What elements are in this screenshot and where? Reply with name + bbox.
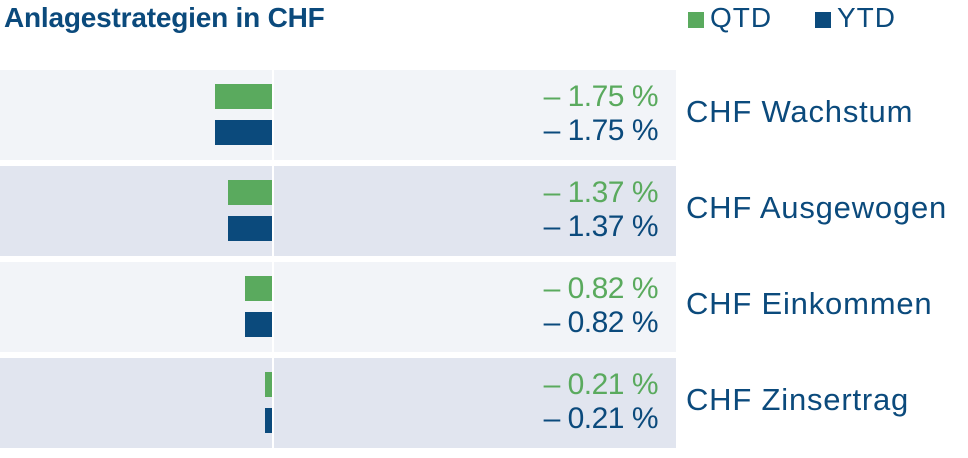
data-label-ytd: – 1.37 % (543, 210, 659, 243)
legend-item-ytd: YTD (815, 2, 896, 34)
category-label: CHF Ausgewogen (686, 190, 948, 225)
bar-qtd (227, 180, 272, 205)
chart-row: – 0.21 % – 0.21 % (0, 358, 676, 448)
legend-label-ytd: YTD (837, 2, 896, 33)
bar-area (0, 358, 272, 448)
category-label: CHF Einkommen (686, 286, 933, 321)
category-label: CHF Wachstum (686, 94, 914, 129)
bar-area (0, 262, 272, 352)
bar-ytd (227, 216, 272, 241)
chart-legend: QTD YTD (0, 0, 968, 40)
zero-line (272, 358, 274, 448)
chart-row: – 0.82 % – 0.82 % (0, 262, 676, 352)
bar-qtd (265, 372, 272, 397)
zero-line (272, 262, 274, 352)
bar-area (0, 70, 272, 160)
legend-swatch-ytd (815, 12, 831, 28)
legend-swatch-qtd (688, 12, 704, 28)
legend-label-qtd: QTD (710, 2, 773, 33)
bar-ytd (215, 120, 272, 145)
data-label-qtd: – 1.75 % (543, 80, 659, 113)
zero-line (272, 70, 274, 160)
data-label-qtd: – 0.82 % (543, 272, 659, 305)
bar-area (0, 166, 272, 256)
chart-row: – 1.37 % – 1.37 % (0, 166, 676, 256)
data-label-ytd: – 0.21 % (543, 402, 659, 435)
chart-row: – 1.75 % – 1.75 % (0, 70, 676, 160)
data-label-ytd: – 0.82 % (543, 306, 659, 339)
bar-ytd (265, 408, 272, 433)
data-label-qtd: – 0.21 % (543, 368, 659, 401)
zero-line (272, 166, 274, 256)
category-label: CHF Zinsertrag (686, 382, 910, 417)
bar-qtd (245, 276, 272, 301)
bar-qtd (215, 84, 272, 109)
bar-ytd (245, 312, 272, 337)
chart-title: Anlagestrategien in CHF (4, 2, 325, 33)
data-label-qtd: – 1.37 % (543, 176, 659, 209)
legend-item-qtd: QTD (688, 2, 772, 34)
data-label-ytd: – 1.75 % (543, 114, 659, 147)
